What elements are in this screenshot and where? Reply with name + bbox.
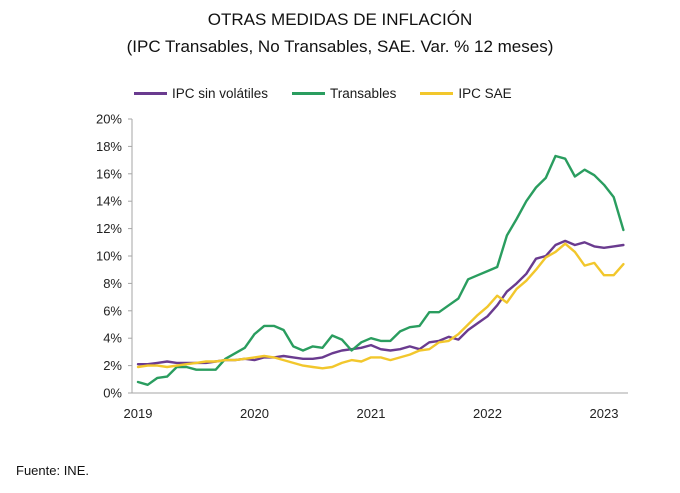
legend-swatch-ipc-sae: [420, 92, 454, 95]
chart-subtitle: (IPC Transables, No Transables, SAE. Var…: [126, 37, 554, 56]
legend: IPC sin volátiles Transables IPC SAE: [134, 86, 536, 101]
legend-swatch-ipc-sin-volatiles: [134, 92, 167, 95]
y-tick-label: 0%: [103, 386, 122, 401]
x-axis-ticks: 2019 2020 2021 2022 2023: [124, 406, 619, 421]
series-line: [136, 239, 625, 366]
legend-label: IPC SAE: [458, 86, 512, 101]
y-tick-label: 4%: [103, 331, 122, 346]
legend-swatch-transables: [292, 92, 326, 95]
x-tick-label: 2021: [357, 406, 386, 421]
legend-item-transables: Transables: [292, 86, 396, 101]
y-tick-label: 18%: [96, 139, 122, 154]
x-tick-label: 2019: [124, 406, 153, 421]
series-ipc-sin-vol-tiles: [136, 239, 625, 366]
legend-item-ipc-sin-volatiles: IPC sin volátiles: [134, 86, 268, 101]
y-tick-label: 2%: [103, 358, 122, 373]
x-tick-label: 2022: [473, 406, 502, 421]
x-tick-label: 2020: [240, 406, 269, 421]
y-tick-label: 14%: [96, 194, 122, 209]
legend-label: IPC sin volátiles: [172, 86, 269, 101]
source-note: Fuente: INE.: [16, 463, 89, 478]
legend-label: Transables: [330, 86, 397, 101]
y-axis-ticks: 0% 2% 4% 6% 8% 10% 12% 14% 16% 18% 20%: [96, 112, 132, 401]
series-transables: [136, 154, 625, 386]
y-tick-label: 8%: [103, 276, 122, 291]
legend-item-ipc-sae: IPC SAE: [420, 86, 512, 101]
series-ipc-sae: [136, 242, 625, 370]
y-tick-label: 6%: [103, 303, 122, 318]
y-tick-label: 20%: [96, 112, 122, 127]
series-line: [136, 154, 625, 386]
y-tick-label: 10%: [96, 249, 122, 264]
y-tick-label: 16%: [96, 166, 122, 181]
x-tick-label: 2023: [590, 406, 619, 421]
series-lines: [136, 154, 625, 386]
y-tick-label: 12%: [96, 221, 122, 236]
chart-title: OTRAS MEDIDAS DE INFLACIÓN: [207, 10, 473, 29]
